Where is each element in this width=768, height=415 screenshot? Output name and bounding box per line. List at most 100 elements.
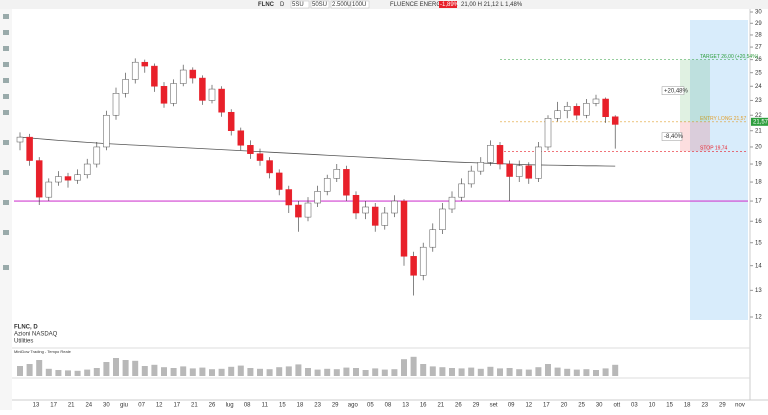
x-tick-label: 10 (649, 403, 656, 409)
volume-bar (410, 356, 417, 376)
volume-bar (55, 370, 62, 376)
y-tick-label: 27 (755, 45, 762, 51)
volume-bar (468, 367, 475, 376)
tool-icon[interactable] (3, 170, 9, 175)
tool-icon[interactable] (3, 140, 9, 145)
candle-body (515, 165, 523, 177)
candle-body (275, 172, 283, 190)
candle-body (535, 146, 542, 179)
volume-bar (535, 367, 542, 376)
header-button-label[interactable]: 5SU (292, 2, 304, 8)
x-tick-label: 15 (279, 403, 286, 409)
candle-body (410, 256, 417, 276)
x-tick-label: 08 (244, 403, 251, 409)
header-button[interactable] (350, 0, 370, 9)
tool-icon[interactable] (3, 110, 9, 115)
header-button-label[interactable]: 50SU (312, 2, 327, 8)
moving-average (19, 136, 616, 167)
volume-bar (93, 368, 100, 376)
volume-bar (449, 368, 455, 376)
volume-bar (506, 368, 513, 376)
x-tick-label: giu (120, 403, 128, 409)
candle-body (247, 145, 254, 154)
candle-body (285, 189, 293, 206)
indicator-label: MiniDow Trading - Tempo Reale (14, 349, 72, 354)
candle-body (448, 196, 456, 210)
tool-icon[interactable] (3, 265, 9, 270)
tool-icon[interactable] (3, 78, 9, 83)
y-tick-label: 16 (755, 219, 762, 225)
tool-icon[interactable] (3, 94, 9, 99)
x-tick-label: 03 (631, 403, 638, 409)
candle-body (295, 204, 302, 218)
y-tick-label: 22 (755, 113, 762, 119)
symbol[interactable]: FLNC (258, 2, 275, 8)
candle-body (439, 208, 446, 230)
header-button[interactable] (330, 0, 350, 9)
tool-icon[interactable] (3, 230, 9, 235)
volume-bar (573, 369, 580, 376)
volume-bar (545, 364, 551, 376)
y-tick-label: 26 (755, 57, 762, 63)
volume-bar (362, 370, 369, 376)
x-tick-label: 20 (561, 403, 568, 409)
candle-body (371, 206, 379, 226)
candle-body (314, 191, 321, 204)
tool-icon[interactable] (3, 200, 9, 205)
volume-bar (525, 369, 532, 376)
volume-bar (333, 369, 340, 376)
candle-body (141, 61, 149, 67)
volume-bar (420, 364, 427, 376)
y-tick-label: 25 (755, 70, 762, 76)
volume-bar (487, 366, 494, 376)
x-tick-label: 12 (156, 403, 163, 409)
volume-bar (305, 368, 311, 376)
x-tick-label: ago (348, 403, 359, 409)
profit-zone (680, 59, 710, 122)
x-tick-label: 29 (719, 403, 726, 409)
candle-body (170, 83, 177, 104)
volume-bar (65, 370, 71, 376)
volume-bar (276, 367, 283, 376)
header-button[interactable] (290, 0, 310, 9)
interval[interactable]: D (280, 2, 285, 8)
tool-icon[interactable] (3, 62, 9, 67)
volume-bar (372, 368, 379, 376)
quote: 21,00 H 21,12 L 1,48% (461, 2, 523, 8)
volume-bar (161, 367, 167, 376)
candle-body (64, 176, 72, 181)
level-label: ENTRY LONG 21,57 (700, 116, 746, 122)
candle-body (122, 79, 129, 94)
x-tick-label: 11 (262, 403, 269, 409)
x-tick-label: 07 (138, 403, 145, 409)
x-tick-label: set (490, 403, 498, 409)
header-button-label[interactable]: 2.500U (332, 2, 351, 8)
y-tick-label: 12 (755, 315, 762, 321)
candle-body (381, 212, 389, 226)
header-button[interactable] (310, 0, 330, 9)
x-tick-label: 26 (455, 403, 462, 409)
volume-bar (132, 360, 139, 376)
toolbar-icons[interactable] (3, 14, 9, 270)
volume-bar (353, 368, 359, 376)
candle-body (496, 145, 504, 165)
y-tick-label: 19 (755, 162, 762, 168)
candle-body (487, 145, 494, 163)
tool-icon[interactable] (3, 30, 9, 35)
x-tick-label: 05 (367, 403, 374, 409)
volume-bar (401, 359, 407, 376)
header-button-label[interactable]: 100U (352, 2, 366, 8)
x-tick-label: 09 (508, 403, 515, 409)
volume-bar (237, 365, 244, 376)
volume-bar (381, 369, 388, 376)
x-tick-label: 21 (68, 403, 75, 409)
x-tick-label: 16 (420, 403, 427, 409)
tool-icon[interactable] (3, 46, 9, 51)
volume-bar (122, 360, 129, 376)
y-tick-label: 15 (755, 240, 762, 246)
x-tick-label: 23 (314, 403, 321, 409)
volume-bar (554, 367, 561, 376)
tool-icon[interactable] (3, 14, 9, 19)
